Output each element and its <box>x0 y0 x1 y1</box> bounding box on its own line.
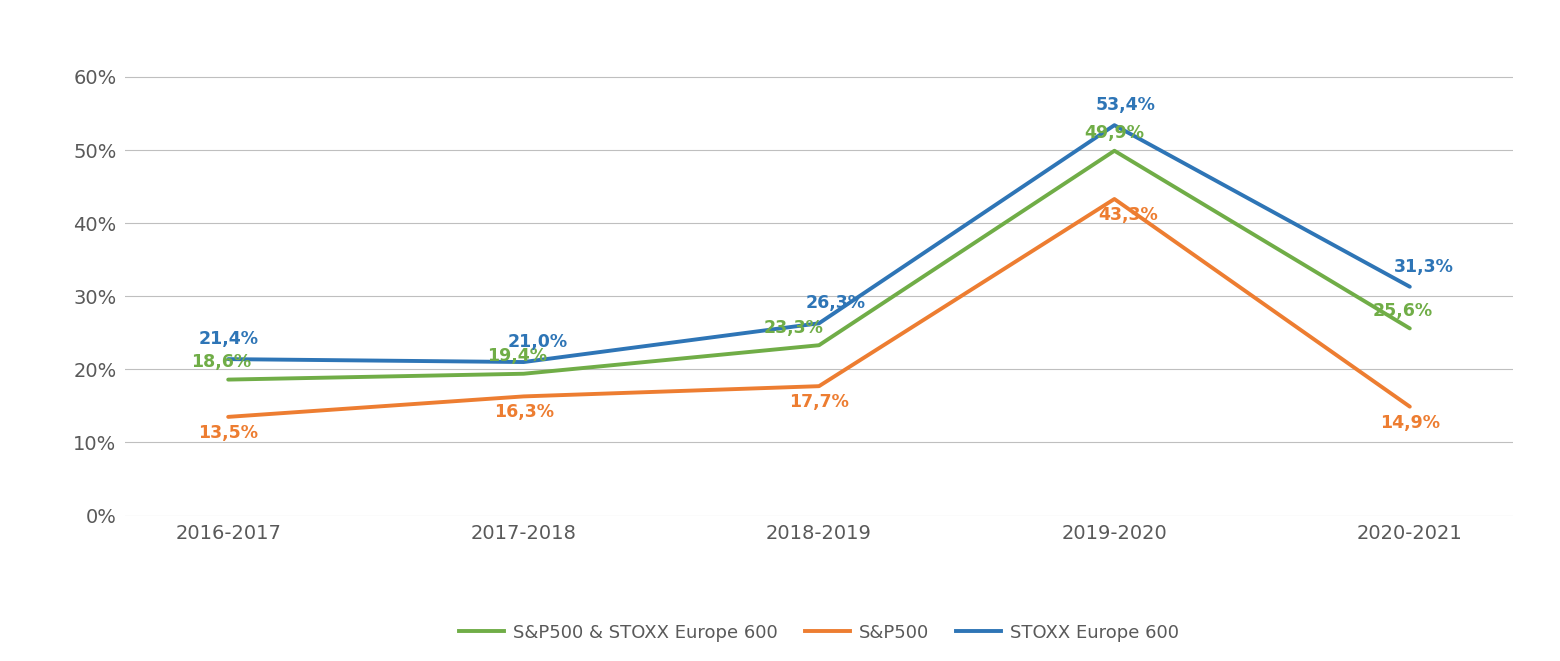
Text: 13,5%: 13,5% <box>198 424 259 442</box>
Legend: S&P500 & STOXX Europe 600, S&P500, STOXX Europe 600: S&P500 & STOXX Europe 600, S&P500, STOXX… <box>459 623 1179 642</box>
S&P500 <box>515 393 534 401</box>
Text: 25,6%: 25,6% <box>1373 302 1434 320</box>
STOXX Europe 600 <box>1104 121 1123 129</box>
Text: 17,7%: 17,7% <box>789 393 849 411</box>
S&P500 <box>810 382 828 390</box>
Text: 19,4%: 19,4% <box>487 348 546 366</box>
S&P500 <box>218 413 237 421</box>
S&P500 & STOXX Europe 600 <box>810 341 828 349</box>
Text: 43,3%: 43,3% <box>1098 206 1158 224</box>
Text: 26,3%: 26,3% <box>805 294 866 312</box>
Text: 23,3%: 23,3% <box>764 319 824 337</box>
Text: 31,3%: 31,3% <box>1393 258 1454 276</box>
STOXX Europe 600 <box>810 319 828 327</box>
Text: 21,0%: 21,0% <box>507 333 568 351</box>
S&P500 & STOXX Europe 600 <box>1104 147 1123 155</box>
Text: 16,3%: 16,3% <box>493 403 554 422</box>
STOXX Europe 600 <box>515 358 534 366</box>
Line: S&P500: S&P500 <box>228 199 1410 417</box>
Text: 49,9%: 49,9% <box>1084 124 1145 142</box>
Text: 18,6%: 18,6% <box>192 353 251 371</box>
Text: 14,9%: 14,9% <box>1379 414 1440 432</box>
Line: STOXX Europe 600: STOXX Europe 600 <box>228 125 1410 362</box>
Text: 53,4%: 53,4% <box>1095 96 1156 114</box>
S&P500 & STOXX Europe 600 <box>218 375 237 383</box>
Text: 21,4%: 21,4% <box>198 330 259 348</box>
S&P500 <box>1401 403 1420 410</box>
Line: S&P500 & STOXX Europe 600: S&P500 & STOXX Europe 600 <box>228 151 1410 379</box>
STOXX Europe 600 <box>1401 283 1420 291</box>
S&P500 & STOXX Europe 600 <box>515 369 534 377</box>
S&P500 <box>1104 195 1123 203</box>
S&P500 & STOXX Europe 600 <box>1401 325 1420 332</box>
STOXX Europe 600 <box>218 355 237 363</box>
